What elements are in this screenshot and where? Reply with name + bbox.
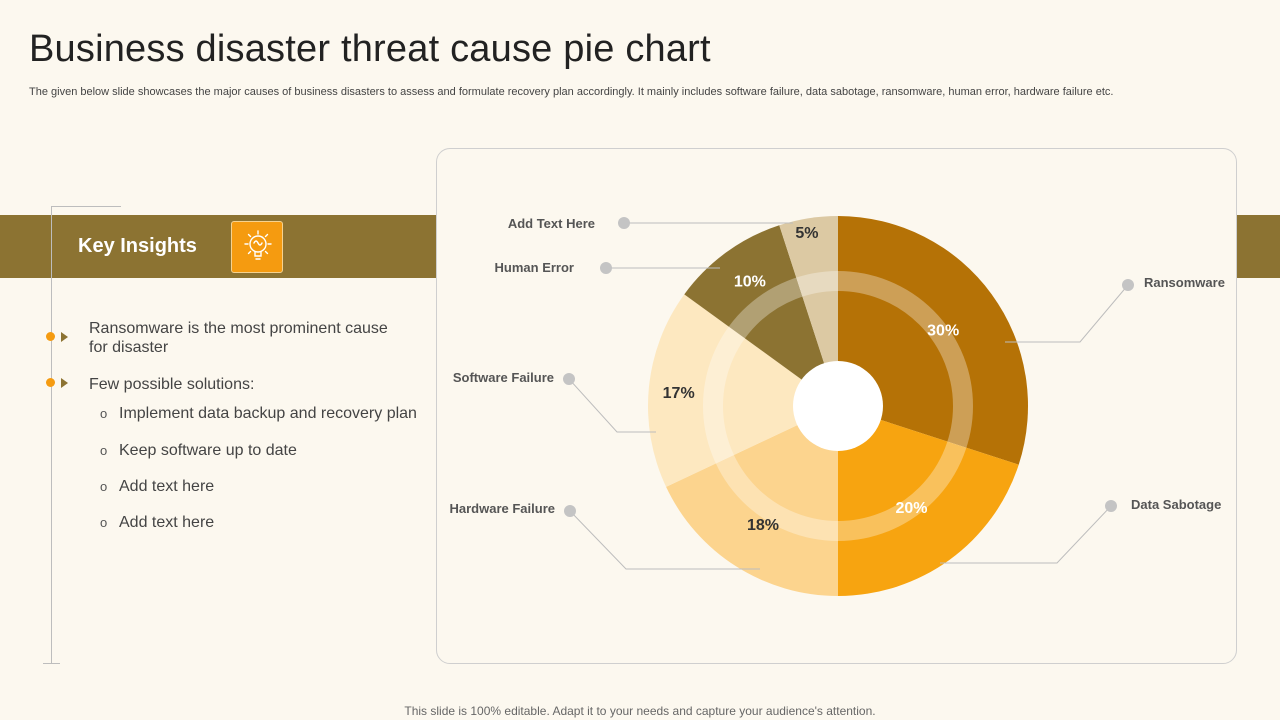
legend-callout-label: Human Error [495,260,574,275]
solution-item: o Implement data backup and recovery plan [100,405,417,422]
callout-dot [1105,500,1117,512]
legend-callout-label: Data Sabotage [1131,497,1221,512]
callout-line [568,378,656,433]
footer-note: This slide is 100% editable. Adapt it to… [404,704,876,718]
callout-dot [563,373,575,385]
data-label: 17% [663,385,695,402]
solution-text: Keep software up to date [119,442,297,459]
page-subtitle: The given below slide showcases the majo… [29,86,1114,98]
callout-line [940,505,1112,564]
solution-item: o Keep software up to date [100,442,297,459]
callout-line [569,510,760,570]
bullet-marker [46,377,72,389]
legend-callout-label: Hardware Failure [450,501,556,516]
callout-dot [600,262,612,274]
pie-slice-add-text-here [779,216,838,406]
insight-point: Ransomware is the most prominent cause f… [89,320,388,356]
donut-hole [793,361,883,451]
donut-ring-overlay [703,271,973,541]
pie-slice-data-sabotage [838,406,1019,596]
data-label: 20% [895,500,927,517]
data-label: 30% [927,323,959,340]
solution-text: Implement data backup and recovery plan [119,405,417,422]
solution-text: Add text here [119,514,215,531]
legend-callout-label: Ransomware [1144,275,1225,290]
solution-text: Add text here [119,478,215,495]
legend-callout-label: Software Failure [453,370,554,385]
insight-point: Few possible solutions: [89,376,255,393]
solution-item: o Add text here [100,514,215,531]
bullet-marker [46,331,72,343]
lightbulb-brain-icon [231,221,283,273]
timeline-cap-bottom [43,663,60,664]
callout-dot [1122,279,1134,291]
pie-slice-human-error [684,225,838,406]
solution-item: o Add text here [100,478,215,495]
callout-dot [564,505,576,517]
data-label: 18% [747,517,779,534]
callout-dot [618,217,630,229]
data-label: 10% [734,274,766,291]
data-label: 5% [795,225,818,242]
pie-slice-hardware-failure [666,406,838,596]
timeline-line [51,206,52,664]
timeline-cap-top [51,206,121,207]
pie-slice-ransomware [838,216,1028,465]
page-title: Business disaster threat cause pie chart [29,28,711,70]
pie-slice-software-failure [648,294,838,487]
legend-callout-label: Add Text Here [508,216,595,231]
insights-heading: Key Insights [78,235,197,257]
callout-line [1005,284,1129,343]
